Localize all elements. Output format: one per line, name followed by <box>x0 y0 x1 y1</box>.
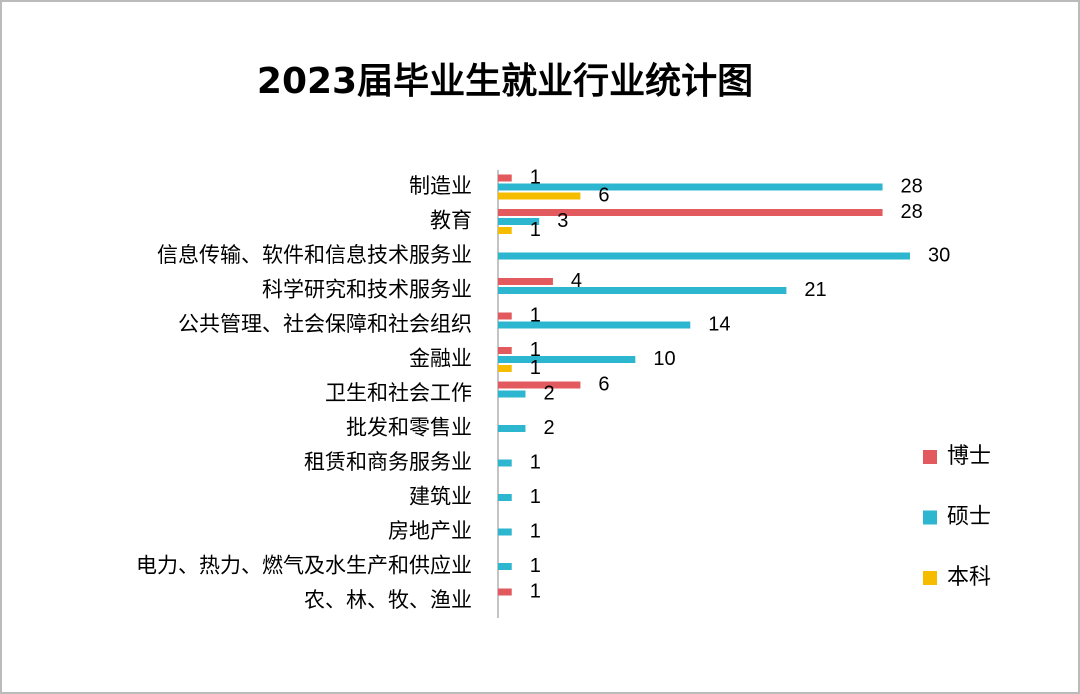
bar <box>498 494 512 501</box>
bar <box>498 227 512 234</box>
bar <box>498 356 636 363</box>
bar <box>498 278 553 285</box>
value-label: 1 <box>530 357 541 379</box>
category-label: 卫生和社会工作 <box>325 381 472 405</box>
value-label: 1 <box>530 451 541 473</box>
category-label: 租赁和商务服务业 <box>304 450 472 474</box>
value-label: 14 <box>708 313 730 335</box>
bar <box>498 174 512 182</box>
bar <box>498 528 512 536</box>
legend-label: 博士 <box>947 444 991 469</box>
value-label: 3 <box>557 210 568 232</box>
value-label: 1 <box>530 520 541 542</box>
category-label: 房地产业 <box>388 519 472 543</box>
category-label: 建筑业 <box>409 485 472 509</box>
bar <box>498 390 526 398</box>
bar <box>498 312 512 320</box>
legend-marker <box>923 571 937 585</box>
legend-marker <box>923 450 937 464</box>
bar <box>498 192 581 200</box>
category-label: 批发和零售业 <box>346 416 472 440</box>
bar <box>498 209 883 216</box>
value-label: 6 <box>598 373 609 395</box>
chart-title: 2023届毕业生就业行业统计图 <box>257 61 753 102</box>
bar <box>498 347 512 354</box>
category-label: 制造业 <box>409 174 472 198</box>
category-label: 电力、热力、燃气及水生产和供应业 <box>136 554 472 578</box>
value-label: 28 <box>901 201 923 223</box>
bar <box>498 459 512 467</box>
bar <box>498 381 581 389</box>
value-label: 1 <box>530 166 541 188</box>
legend-marker <box>923 510 937 525</box>
bar <box>498 365 512 372</box>
bar <box>498 287 787 294</box>
category-label: 公共管理、社会保障和社会组织 <box>178 312 472 336</box>
category-label: 农、林、牧、渔业 <box>304 588 472 612</box>
value-label: 10 <box>653 348 675 370</box>
value-label: 2 <box>543 382 554 404</box>
bar <box>498 563 512 570</box>
bar <box>498 252 910 260</box>
category-label: 科学研究和技术服务业 <box>262 278 472 302</box>
value-label: 2 <box>543 417 554 439</box>
value-label: 28 <box>901 175 923 197</box>
bar <box>498 425 526 432</box>
value-label: 1 <box>530 339 541 361</box>
bar <box>498 218 540 225</box>
value-label: 4 <box>571 270 582 292</box>
value-label: 1 <box>530 219 541 241</box>
value-label: 21 <box>804 279 826 301</box>
category-label: 教育 <box>430 209 472 233</box>
value-label: 1 <box>530 580 541 602</box>
bar <box>498 321 691 329</box>
value-label: 30 <box>928 244 950 266</box>
legend-label: 硕士 <box>947 505 991 530</box>
bar <box>498 183 883 191</box>
value-label: 1 <box>530 555 541 577</box>
bar <box>498 588 512 596</box>
value-label: 1 <box>530 486 541 508</box>
legend-label: 本科 <box>947 565 991 590</box>
value-label: 6 <box>598 184 609 206</box>
category-label: 金融业 <box>409 347 472 371</box>
value-label: 1 <box>530 304 541 326</box>
category-label: 信息传输、软件和信息技术服务业 <box>157 243 472 267</box>
